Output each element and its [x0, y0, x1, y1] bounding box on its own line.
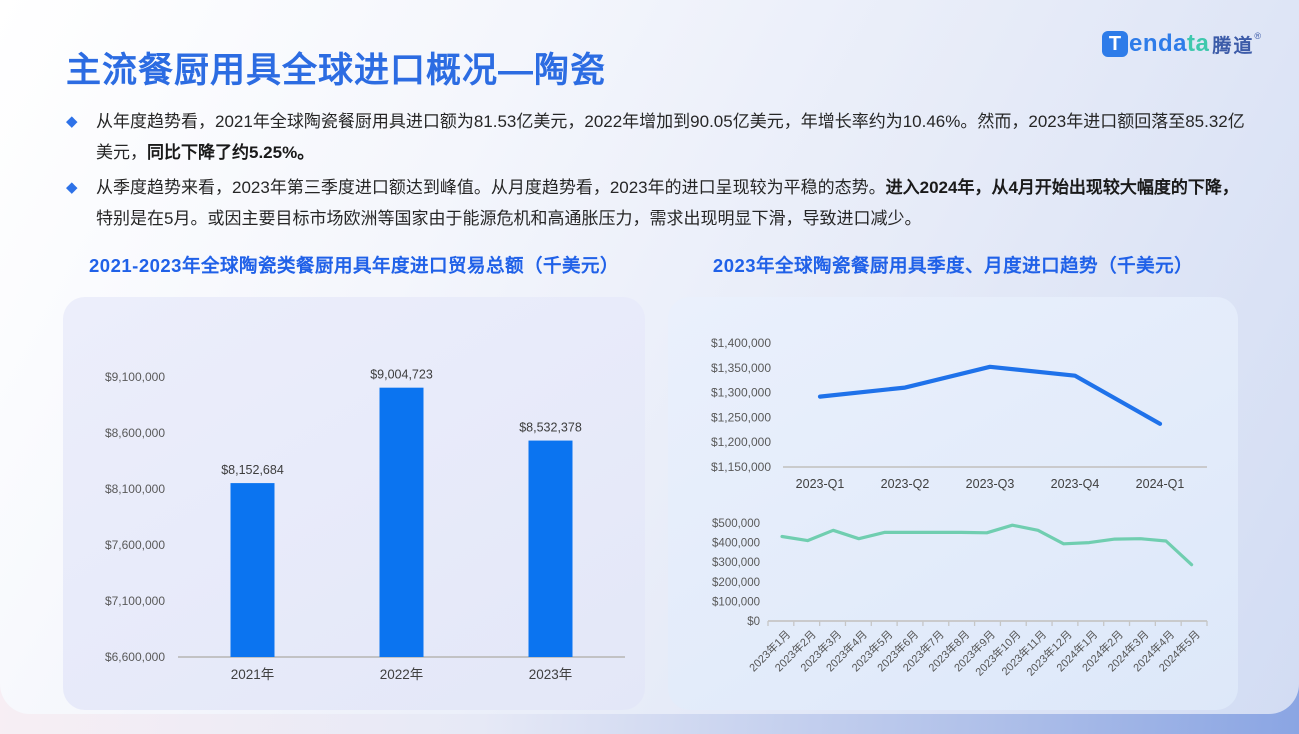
trend-chart-title: 2023年全球陶瓷餐厨用具季度、月度进口趋势（千美元）: [712, 255, 1194, 276]
bullet-item-quarterly-monthly-trend: ◆ 从季度趋势来看，2023年第三季度进口额达到峰值。从月度趋势看，2023年的…: [66, 172, 1252, 234]
svg-text:$7,100,000: $7,100,000: [105, 594, 165, 608]
svg-text:$9,100,000: $9,100,000: [105, 370, 165, 384]
bar-2021年: [230, 483, 275, 657]
tendata-logo: T endata 腾道 ®: [1101, 30, 1261, 58]
summary-bullet-list: ◆ 从年度趋势看，2021年全球陶瓷餐厨用具进口额为81.53亿美元，2022年…: [66, 106, 1252, 238]
svg-text:$1,350,000: $1,350,000: [711, 361, 771, 375]
svg-text:$8,100,000: $8,100,000: [105, 482, 165, 496]
x-axis-category-labels: 2023-Q1 2023-Q2 2023-Q3 2023-Q4 2024-Q1: [796, 477, 1185, 491]
logo-text-teal: ta: [1187, 30, 1210, 57]
x-axis-category-labels: 2021年 2022年 2023年: [231, 667, 573, 682]
y-axis-tick-labels: $0 $100,000 $200,000 $300,000 $400,000 $500,0…: [712, 518, 760, 628]
logo-text-blue: enda: [1128, 30, 1187, 57]
line-series: [817, 364, 1163, 426]
bar-data-labels: $8,152,684 $9,004,723 $8,532,378: [221, 368, 582, 477]
trend-line-charts-card: $1,150,000 $1,200,000 $1,250,000 $1,300,000…: [668, 297, 1238, 710]
bar-series: [230, 387, 573, 657]
svg-text:$0: $0: [747, 616, 760, 628]
svg-text:$1,400,000: $1,400,000: [711, 336, 771, 350]
svg-text:$8,152,684: $8,152,684: [221, 463, 284, 477]
svg-text:$200,000: $200,000: [712, 577, 760, 589]
annual-bar-chart: $6,600,000 $7,100,000 $7,600,000 $8,100,000…: [83, 315, 645, 701]
svg-text:2023-Q3: 2023-Q3: [966, 477, 1015, 491]
page-title: 主流餐厨用具全球进口概况—陶瓷: [66, 51, 607, 90]
svg-text:$500,000: $500,000: [712, 518, 760, 530]
annual-bar-chart-card: $6,600,000 $7,100,000 $7,600,000 $8,100,000…: [63, 297, 645, 710]
line-series: [780, 523, 1194, 567]
y-axis-tick-labels: $6,600,000 $7,100,000 $7,600,000 $8,100,000…: [105, 370, 165, 664]
svg-text:2021年: 2021年: [231, 667, 275, 682]
svg-text:$6,600,000: $6,600,000: [105, 650, 165, 664]
registered-trademark-icon: ®: [1254, 31, 1261, 41]
svg-text:2022年: 2022年: [380, 667, 424, 682]
monthly-line-chart: $0 $100,000 $200,000 $300,000 $400,000 $500,0…: [683, 505, 1223, 695]
svg-text:2023-Q4: 2023-Q4: [1051, 477, 1100, 491]
quarterly-line-svg: $1,150,000 $1,200,000 $1,250,000 $1,300,000…: [711, 336, 1207, 491]
svg-text:$7,600,000: $7,600,000: [105, 538, 165, 552]
svg-text:2023-Q2: 2023-Q2: [881, 477, 930, 491]
bar-2023年: [528, 440, 573, 657]
bullet-text-annual-trend: 从年度趋势看，2021年全球陶瓷餐厨用具进口额为81.53亿美元，2022年增加…: [96, 112, 1245, 162]
slide-background: 主流餐厨用具全球进口概况—陶瓷 T endata 腾道 ® ◆ 从年度趋势看，2…: [0, 0, 1299, 714]
x-axis-tick-marks: [767, 621, 1208, 626]
svg-text:$300,000: $300,000: [712, 557, 760, 569]
svg-text:$9,004,723: $9,004,723: [370, 368, 433, 382]
bullet-item-annual-trend: ◆ 从年度趋势看，2021年全球陶瓷餐厨用具进口额为81.53亿美元，2022年…: [66, 106, 1252, 168]
diamond-bullet-icon: ◆: [66, 113, 78, 130]
x-axis-category-labels: 2023年1月2023年2月2023年3月2023年4月2023年5月2023年…: [746, 627, 1203, 678]
svg-text:$8,532,378: $8,532,378: [519, 421, 582, 435]
quarterly-line-chart: $1,150,000 $1,200,000 $1,250,000 $1,300,000…: [683, 315, 1223, 515]
svg-text:$1,300,000: $1,300,000: [711, 386, 771, 400]
tendata-logo-badge-icon: T: [1101, 31, 1128, 57]
bullet-text-quarterly-monthly-trend: 从季度趋势来看，2023年第三季度进口额达到峰值。从月度趋势看，2023年的进口…: [96, 178, 1239, 228]
svg-text:$1,200,000: $1,200,000: [711, 435, 771, 449]
svg-text:2024-Q1: 2024-Q1: [1136, 477, 1185, 491]
svg-text:$1,250,000: $1,250,000: [711, 410, 771, 424]
monthly-line-svg: $0 $100,000 $200,000 $300,000 $400,000 $500,0…: [712, 518, 1208, 679]
annual-chart-title: 2021-2023年全球陶瓷类餐厨用具年度进口贸易总额（千美元）: [89, 255, 619, 276]
bar-2022年: [379, 387, 424, 657]
tendata-logo-wordmark: endata: [1129, 30, 1209, 58]
y-axis-tick-labels: $1,150,000 $1,200,000 $1,250,000 $1,300,000…: [711, 336, 771, 474]
svg-text:$8,600,000: $8,600,000: [105, 426, 165, 440]
svg-text:2023年: 2023年: [529, 667, 573, 682]
svg-text:2023-Q1: 2023-Q1: [796, 477, 845, 491]
svg-text:$400,000: $400,000: [712, 538, 760, 550]
diamond-bullet-icon: ◆: [66, 179, 78, 196]
svg-text:$100,000: $100,000: [712, 596, 760, 608]
logo-chinese-name: 腾道: [1212, 35, 1255, 57]
annual-bar-svg: $6,600,000 $7,100,000 $7,600,000 $8,100,000…: [105, 368, 625, 682]
svg-text:$1,150,000: $1,150,000: [711, 460, 771, 474]
